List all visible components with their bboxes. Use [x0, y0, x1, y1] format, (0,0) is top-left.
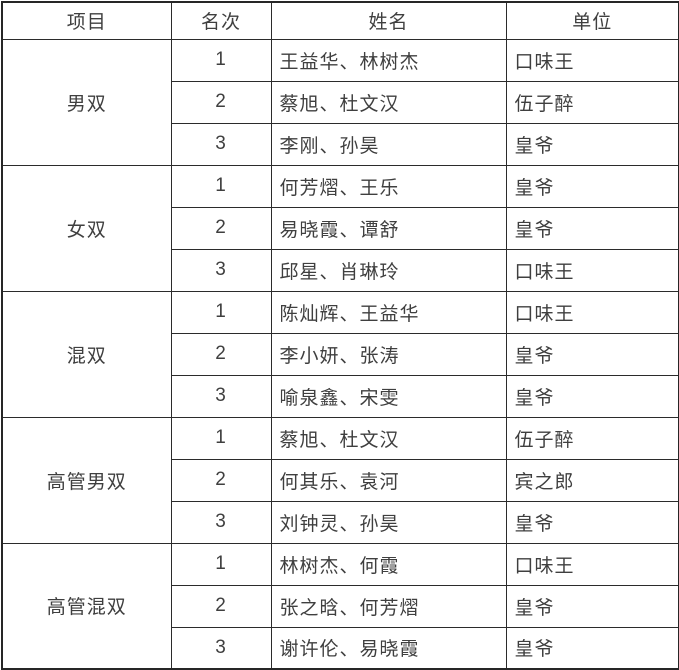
- names-cell: 张之晗、何芳熠: [270, 584, 507, 628]
- names-cell: 易晓霞、谭舒: [270, 206, 507, 250]
- column-header-event: 项目: [1, 1, 172, 40]
- unit-cell: 皇爷: [505, 626, 679, 670]
- unit-cell: 伍子醉: [505, 416, 679, 460]
- rank-cell: 1: [170, 164, 272, 208]
- table-row: 混双 1 陈灿辉、王益华 口味王: [1, 290, 679, 418]
- column-header-rank: 名次: [170, 1, 272, 40]
- names-cell: 蔡旭、杜文汉: [270, 80, 507, 124]
- rank-cell: 2: [170, 458, 272, 502]
- table-row: 3 李刚、孙昊 皇爷: [2, 122, 679, 166]
- event-cell: 高管男双: [1, 416, 172, 544]
- event-cell: 混双: [1, 290, 172, 418]
- names-cell: 李小妍、张涛: [270, 332, 507, 376]
- rank-cell: 3: [170, 500, 272, 544]
- unit-cell: 皇爷: [505, 584, 679, 628]
- unit-cell: 皇爷: [505, 206, 679, 250]
- names-cell: 邱星、肖琳玲: [270, 248, 507, 292]
- rank-cell: 2: [170, 332, 272, 376]
- rank-cell: 1: [170, 38, 272, 82]
- table-row: 高管男双 1 蔡旭、杜文汉 伍子醉: [1, 416, 679, 544]
- names-cell: 何其乐、袁河: [270, 458, 507, 502]
- rank-cell: 3: [170, 122, 272, 166]
- unit-cell: 口味王: [505, 38, 679, 82]
- table-row: 3 邱星、肖琳玲 口味王: [2, 248, 679, 292]
- table-row: 3 刘钟灵、孙昊 皇爷: [2, 500, 679, 544]
- table-row: 高管混双 1 林树杰、何霞 口味王: [1, 542, 679, 670]
- table-row: 3 谢许伦、易晓霞 皇爷: [2, 626, 679, 670]
- names-cell: 谢许伦、易晓霞: [270, 626, 507, 670]
- unit-cell: 口味王: [505, 290, 679, 334]
- names-cell: 喻泉鑫、宋雯: [270, 374, 507, 418]
- rank-cell: 3: [170, 374, 272, 418]
- rank-cell: 1: [170, 290, 272, 334]
- table-row: 2 蔡旭、杜文汉 伍子醉: [2, 80, 679, 124]
- event-cell: 高管混双: [1, 542, 172, 670]
- table-row: 2 何其乐、袁河 宾之郎: [2, 458, 679, 502]
- names-cell: 蔡旭、杜文汉: [270, 416, 507, 460]
- event-cell: 男双: [1, 38, 172, 166]
- rank-cell: 3: [170, 626, 272, 670]
- rank-cell: 3: [170, 248, 272, 292]
- event-cell: 女双: [1, 164, 172, 292]
- unit-cell: 皇爷: [505, 164, 679, 208]
- names-cell: 刘钟灵、孙昊: [270, 500, 507, 544]
- names-cell: 林树杰、何霞: [270, 542, 507, 586]
- unit-cell: 皇爷: [505, 500, 679, 544]
- unit-cell: 伍子醉: [505, 80, 679, 124]
- unit-cell: 皇爷: [505, 122, 679, 166]
- names-cell: 李刚、孙昊: [270, 122, 507, 166]
- table-row: 2 易晓霞、谭舒 皇爷: [2, 206, 679, 250]
- rank-cell: 1: [170, 542, 272, 586]
- names-cell: 王益华、林树杰: [270, 38, 507, 82]
- names-cell: 陈灿辉、王益华: [270, 290, 507, 334]
- rank-cell: 2: [170, 206, 272, 250]
- rank-cell: 2: [170, 80, 272, 124]
- unit-cell: 口味王: [505, 542, 679, 586]
- table-row: 女双 1 何芳熠、王乐 皇爷: [1, 164, 679, 292]
- names-cell: 何芳熠、王乐: [270, 164, 507, 208]
- unit-cell: 皇爷: [505, 332, 679, 376]
- rank-cell: 2: [170, 584, 272, 628]
- rank-cell: 1: [170, 416, 272, 460]
- table-row: 男双 1 王益华、林树杰 口味王: [1, 38, 679, 166]
- unit-cell: 皇爷: [505, 374, 679, 418]
- column-header-unit: 单位: [505, 1, 679, 40]
- header-row: 项目 名次 姓名 单位: [1, 1, 679, 40]
- unit-cell: 口味王: [505, 248, 679, 292]
- unit-cell: 宾之郎: [505, 458, 679, 502]
- column-header-names: 姓名: [270, 1, 507, 40]
